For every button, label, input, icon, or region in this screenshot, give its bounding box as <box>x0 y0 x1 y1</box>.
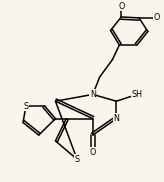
Text: SH: SH <box>132 90 143 99</box>
Text: O: O <box>118 2 124 11</box>
Text: O: O <box>90 148 96 157</box>
Text: N: N <box>113 114 119 123</box>
Text: O: O <box>154 13 160 22</box>
Text: S: S <box>23 102 29 110</box>
Text: N: N <box>90 90 96 99</box>
Text: S: S <box>74 155 80 164</box>
